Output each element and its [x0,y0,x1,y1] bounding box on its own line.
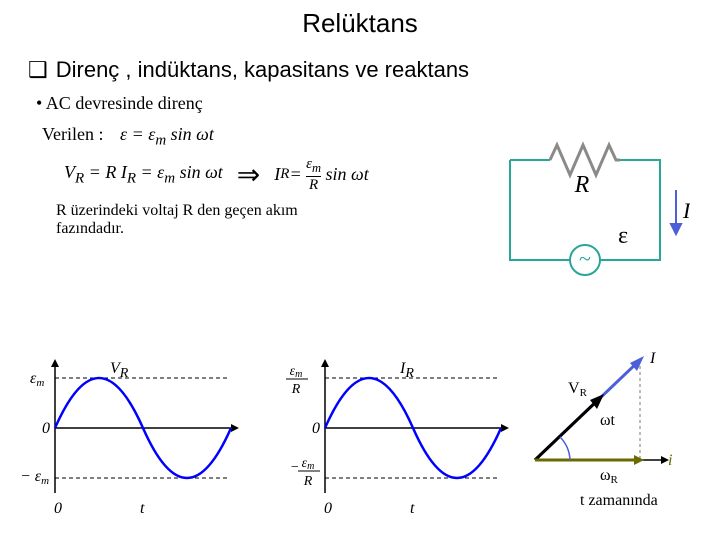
ir-zero-y: 0 [312,420,320,437]
phasor-wt: ωt [600,412,616,429]
source-symbol: ~ [579,246,591,271]
phasor-vr: VR [568,380,588,399]
ir-xlabel: t [410,500,415,517]
svg-text:εm: εm [290,364,303,380]
circuit-diagram: R ~ ε IR [490,130,690,310]
vr-ytop: εm [30,370,44,389]
svg-text:εm: εm [302,456,315,472]
ir-wave-label: IR [399,360,414,381]
phasor-wr: ωR [600,467,619,486]
phasor-i-lower: i [668,452,672,469]
page-title: Relüktans [0,0,720,39]
ir-zero-x: 0 [324,500,332,517]
phase-text: R üzerindeki voltaj R den geçen akım faz… [0,194,360,238]
phasor-diagram: I VR i ωt ωR t zamanında [520,345,690,520]
eq-given: ε = εm sin ωt [120,124,214,144]
given-label: Verilen : [42,124,103,144]
phasor-i: I [649,350,656,367]
vr-ybot: − εm [20,468,49,487]
implies-arrow: ⇒ [237,158,260,192]
phasor-caption: t zamanında [580,492,658,509]
eq-ir: IR = εm R sin ωt [274,156,369,194]
vr-zero-x: 0 [54,500,62,517]
ir-graph: εm R − εm R 0 0 t IR [280,353,520,528]
subtitle: Direnç , indüktans, kapasitans ve reakta… [0,39,720,83]
bullet-line: • AC devresinde direnç [0,83,720,114]
vr-zero-y: 0 [42,420,50,437]
svg-text:R: R [291,382,301,397]
eq-vr: VR = R IR = εm sin ωt [64,162,223,188]
svg-text:R: R [303,474,313,489]
vr-graph: εm − εm 0 0 t VR [20,353,250,528]
graphs-row: εm − εm 0 0 t VR εm R − εm R [20,353,520,528]
circuit-ir-label: IR [682,198,690,226]
vr-xlabel: t [140,500,145,517]
svg-text:−: − [290,460,299,475]
circuit-r-label: R [574,172,590,198]
emf-label: ε [618,223,628,249]
